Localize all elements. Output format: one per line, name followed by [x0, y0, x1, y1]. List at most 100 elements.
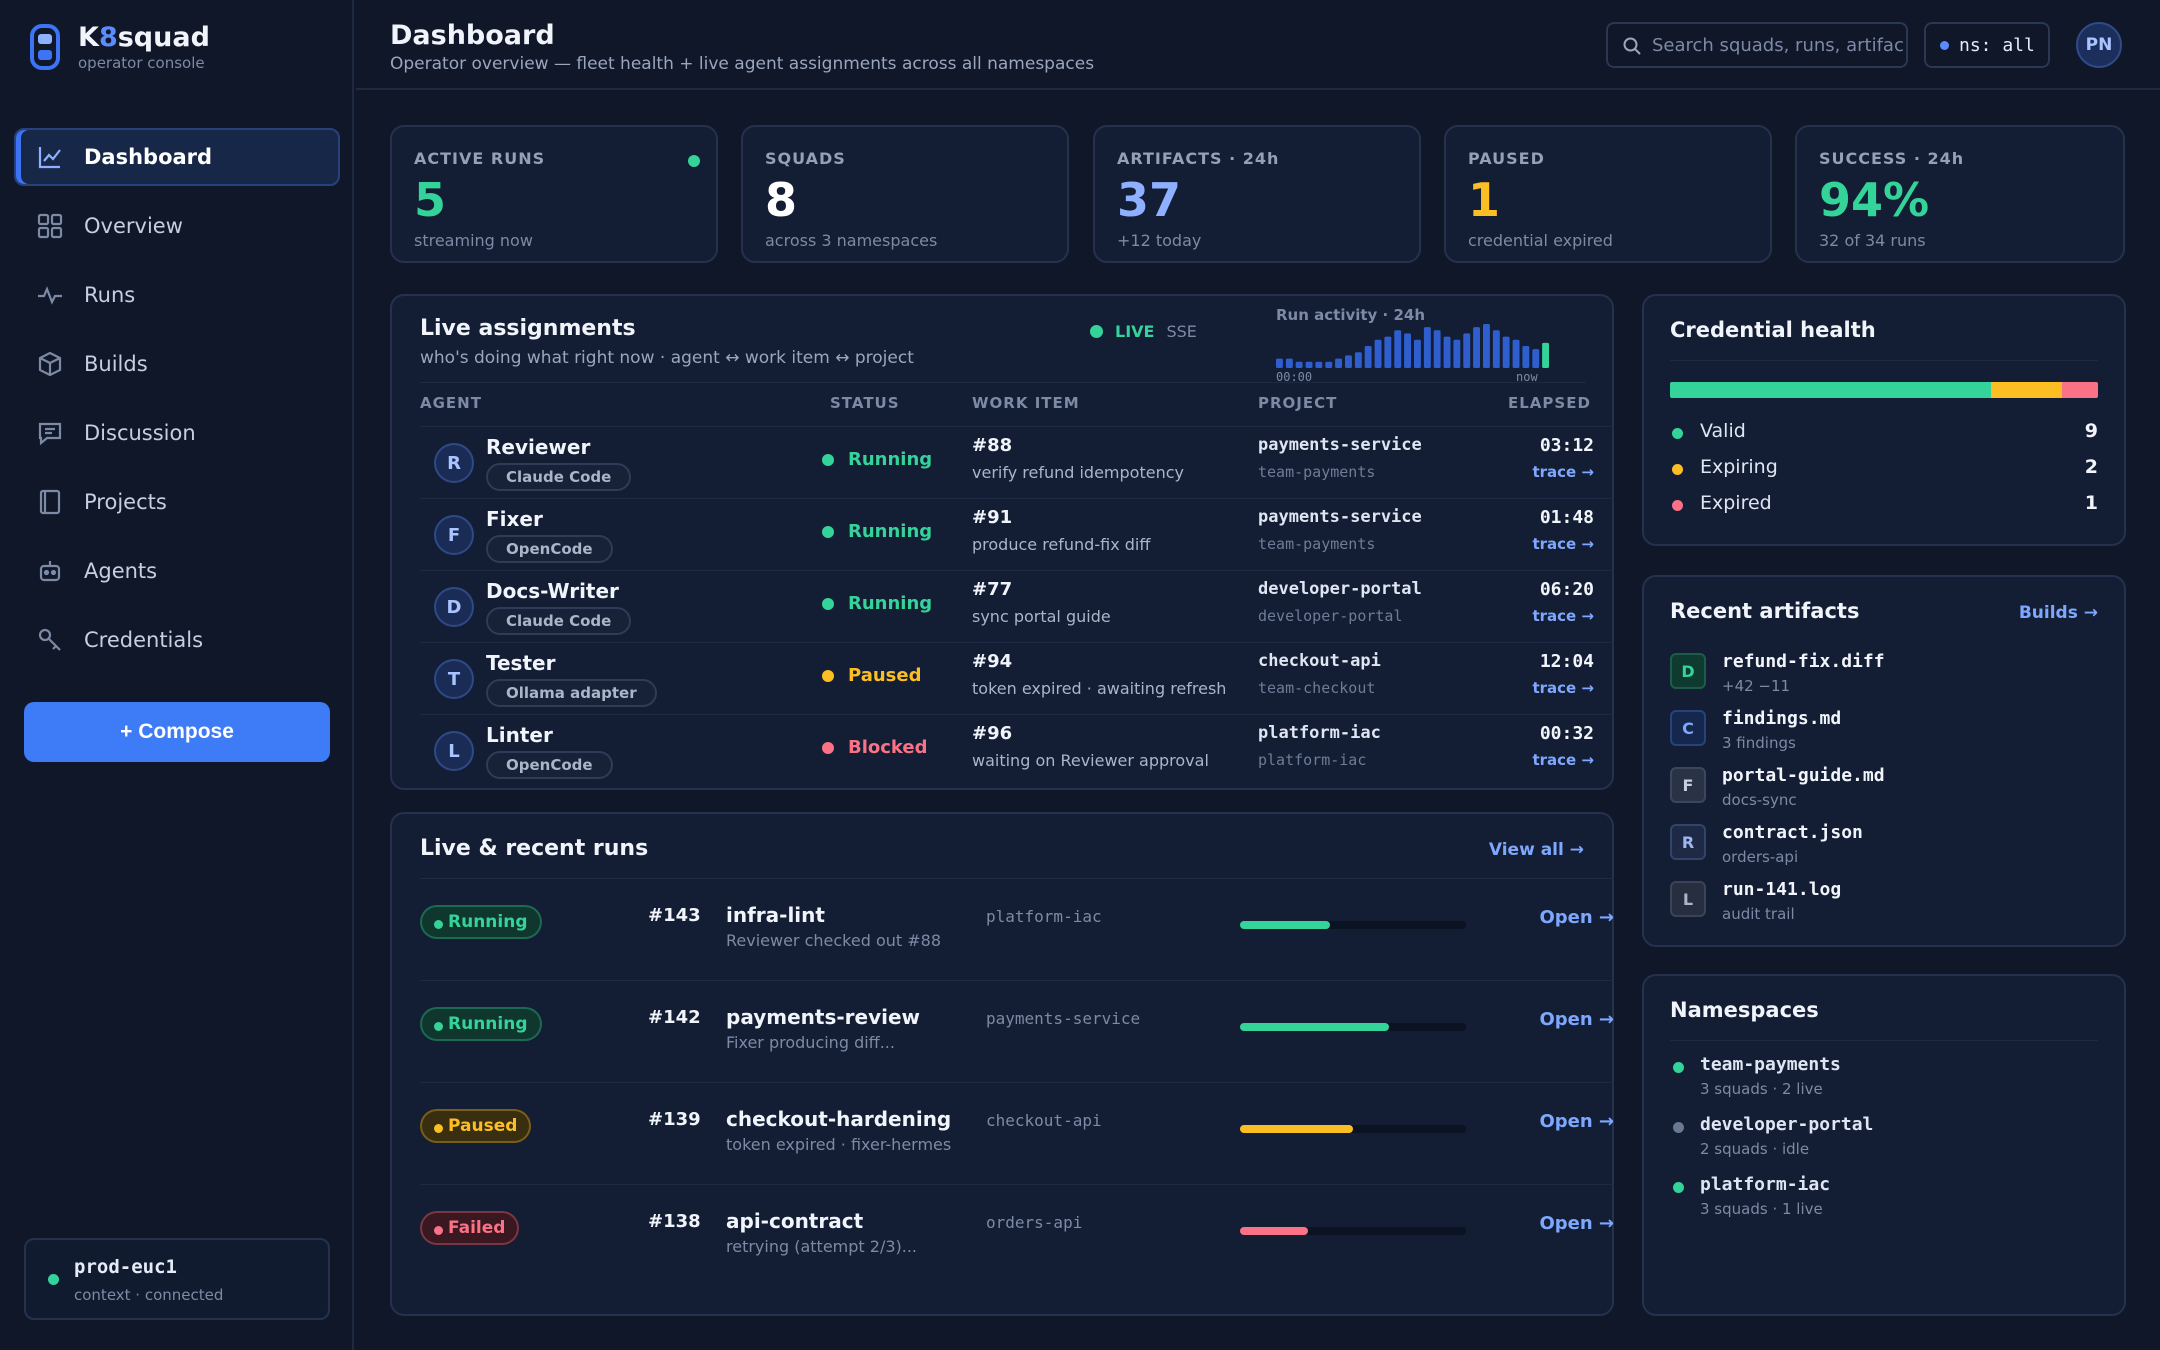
run-name[interactable]: api-contract [726, 1209, 864, 1233]
run-project: checkout-api [986, 1111, 1102, 1130]
namespace-item[interactable]: platform-iac 3 squads · 1 live [1670, 1170, 2100, 1226]
legend-dot [1672, 464, 1683, 475]
project-name[interactable]: payments-service [1258, 507, 1422, 527]
namespace-item[interactable]: developer-portal 2 squads · idle [1670, 1110, 2100, 1166]
column-header-agent: AGENT [420, 394, 482, 412]
assignment-row[interactable]: L Linter OpenCode Blocked #96 waiting on Revi… [420, 714, 1614, 786]
compose-button[interactable]: + Compose [24, 702, 330, 762]
elapsed-time: 12:04 [1539, 651, 1594, 672]
open-run-link[interactable]: Open → [1539, 1213, 1614, 1234]
run-activity-sparkline: Run activity · 24h 00:00 now [1276, 306, 1552, 386]
assignment-row[interactable]: T Tester Ollama adapter Paused #94 token expi… [420, 642, 1614, 714]
project-name[interactable]: developer-portal [1258, 579, 1422, 599]
stat-card-paused[interactable]: PAUSED 1 credential expired [1444, 125, 1772, 263]
work-item-link[interactable]: #94 [972, 651, 1013, 672]
run-name[interactable]: payments-review [726, 1005, 921, 1029]
live-label: LIVE [1115, 322, 1155, 341]
sparkline-bar [1404, 333, 1411, 368]
artifact-type-icon: D [1670, 653, 1706, 689]
sparkline-chart [1276, 324, 1549, 368]
work-item-link[interactable]: #96 [972, 723, 1013, 744]
stat-card-active-runs[interactable]: ACTIVE RUNS 5 streaming now [390, 125, 718, 263]
chart-icon [36, 143, 64, 171]
namespace-selector[interactable]: ns: all [1924, 22, 2050, 68]
namespace-name: team-payments [1700, 1054, 1841, 1075]
work-item-link[interactable]: #88 [972, 435, 1013, 456]
open-run-link[interactable]: Open → [1539, 1009, 1614, 1030]
agent-name: Tester [486, 651, 556, 675]
run-row[interactable]: Failed #138 api-contract retrying (attempt … [420, 1184, 1614, 1286]
stat-sub: streaming now [414, 231, 533, 250]
work-item-link[interactable]: #91 [972, 507, 1013, 528]
sidebar-item-credentials[interactable]: Credentials [14, 611, 340, 669]
work-item-link[interactable]: #77 [972, 579, 1013, 600]
context-switcher[interactable]: prod-euc1 context · connected [24, 1238, 330, 1320]
trace-link[interactable]: trace → [1532, 751, 1594, 769]
stat-card-squads[interactable]: SQUADS 8 across 3 namespaces [741, 125, 1069, 263]
brand[interactable]: K8squad operator console [28, 22, 210, 72]
assignment-row[interactable]: R Reviewer Claude Code Running #88 verify ref… [420, 426, 1614, 498]
search-box[interactable] [1606, 22, 1908, 68]
section-subtitle: who's doing what right now · agent ↔ wor… [420, 348, 914, 368]
box-icon [36, 350, 64, 378]
context-status: context · connected [74, 1286, 224, 1304]
sparkline-bar [1502, 336, 1510, 368]
sidebar-item-agents[interactable]: Agents [14, 542, 340, 600]
status-label: Running [848, 449, 933, 470]
run-status-badge: Running [420, 1007, 542, 1041]
sidebar-item-dashboard[interactable]: Dashboard [14, 128, 340, 186]
user-avatar[interactable]: PN [2076, 22, 2122, 68]
assignment-row[interactable]: D Docs-Writer Claude Code Running #77 sync po… [420, 570, 1614, 642]
sidebar-item-projects[interactable]: Projects [14, 473, 340, 531]
sidebar-item-overview[interactable]: Overview [14, 197, 340, 255]
assignment-row[interactable]: F Fixer OpenCode Running #91 produce refund-f… [420, 498, 1614, 570]
sidebar-item-discussion[interactable]: Discussion [14, 404, 340, 462]
run-name[interactable]: checkout-hardening [726, 1107, 952, 1131]
project-name[interactable]: payments-service [1258, 435, 1422, 455]
open-run-link[interactable]: Open → [1539, 907, 1614, 928]
key-icon [36, 626, 64, 654]
view-all-runs-link[interactable]: View all → [1488, 840, 1584, 860]
live-assignments-panel: Live assignments who's doing what right … [390, 294, 1614, 790]
run-description: retrying (attempt 2/3)... [726, 1237, 918, 1256]
namespace-item[interactable]: team-payments 3 squads · 2 live [1670, 1050, 2100, 1106]
stat-card-artifacts[interactable]: ARTIFACTS · 24h 37 +12 today [1093, 125, 1421, 263]
section-title: Credential health [1670, 318, 1876, 342]
section-title: Live & recent runs [420, 836, 649, 861]
run-name[interactable]: infra-lint [726, 903, 825, 927]
sidebar-item-runs[interactable]: Runs [14, 266, 340, 324]
sparkline-bar [1354, 352, 1362, 368]
project-name[interactable]: platform-iac [1258, 723, 1381, 743]
stat-label: ARTIFACTS · 24h [1117, 149, 1280, 168]
artifact-type-icon: F [1670, 767, 1706, 803]
stat-card-success[interactable]: SUCCESS · 24h 94% 32 of 34 runs [1795, 125, 2125, 263]
trace-link[interactable]: trace → [1532, 607, 1594, 625]
stat-value: 37 [1117, 173, 1182, 227]
sparkline-start: 00:00 [1276, 370, 1313, 384]
sidebar-item-label: Agents [84, 559, 158, 583]
credential-legend-item: Expiring 2 [1670, 454, 2098, 484]
open-run-link[interactable]: Open → [1539, 1111, 1614, 1132]
stat-value: 1 [1468, 173, 1501, 227]
trace-link[interactable]: trace → [1532, 463, 1594, 481]
section-title: Recent artifacts [1670, 599, 1860, 623]
builds-link[interactable]: Builds → [2018, 603, 2098, 623]
artifact-subtitle: 3 findings [1722, 734, 1796, 752]
search-input[interactable] [1652, 24, 1904, 66]
trace-link[interactable]: trace → [1532, 535, 1594, 553]
sidebar-item-builds[interactable]: Builds [14, 335, 340, 393]
trace-link[interactable]: trace → [1532, 679, 1594, 697]
run-row[interactable]: Running #142 payments-review Fixer producin… [420, 980, 1614, 1082]
book-icon [36, 488, 64, 516]
run-row[interactable]: Paused #139 checkout-hardening token expire… [420, 1082, 1614, 1184]
project-name[interactable]: checkout-api [1258, 651, 1381, 671]
sparkline-title: Run activity · 24h [1276, 306, 1426, 324]
run-row[interactable]: Running #143 infra-lint Reviewer checked ou… [420, 878, 1614, 980]
work-item-description: produce refund-fix diff [972, 535, 1151, 554]
